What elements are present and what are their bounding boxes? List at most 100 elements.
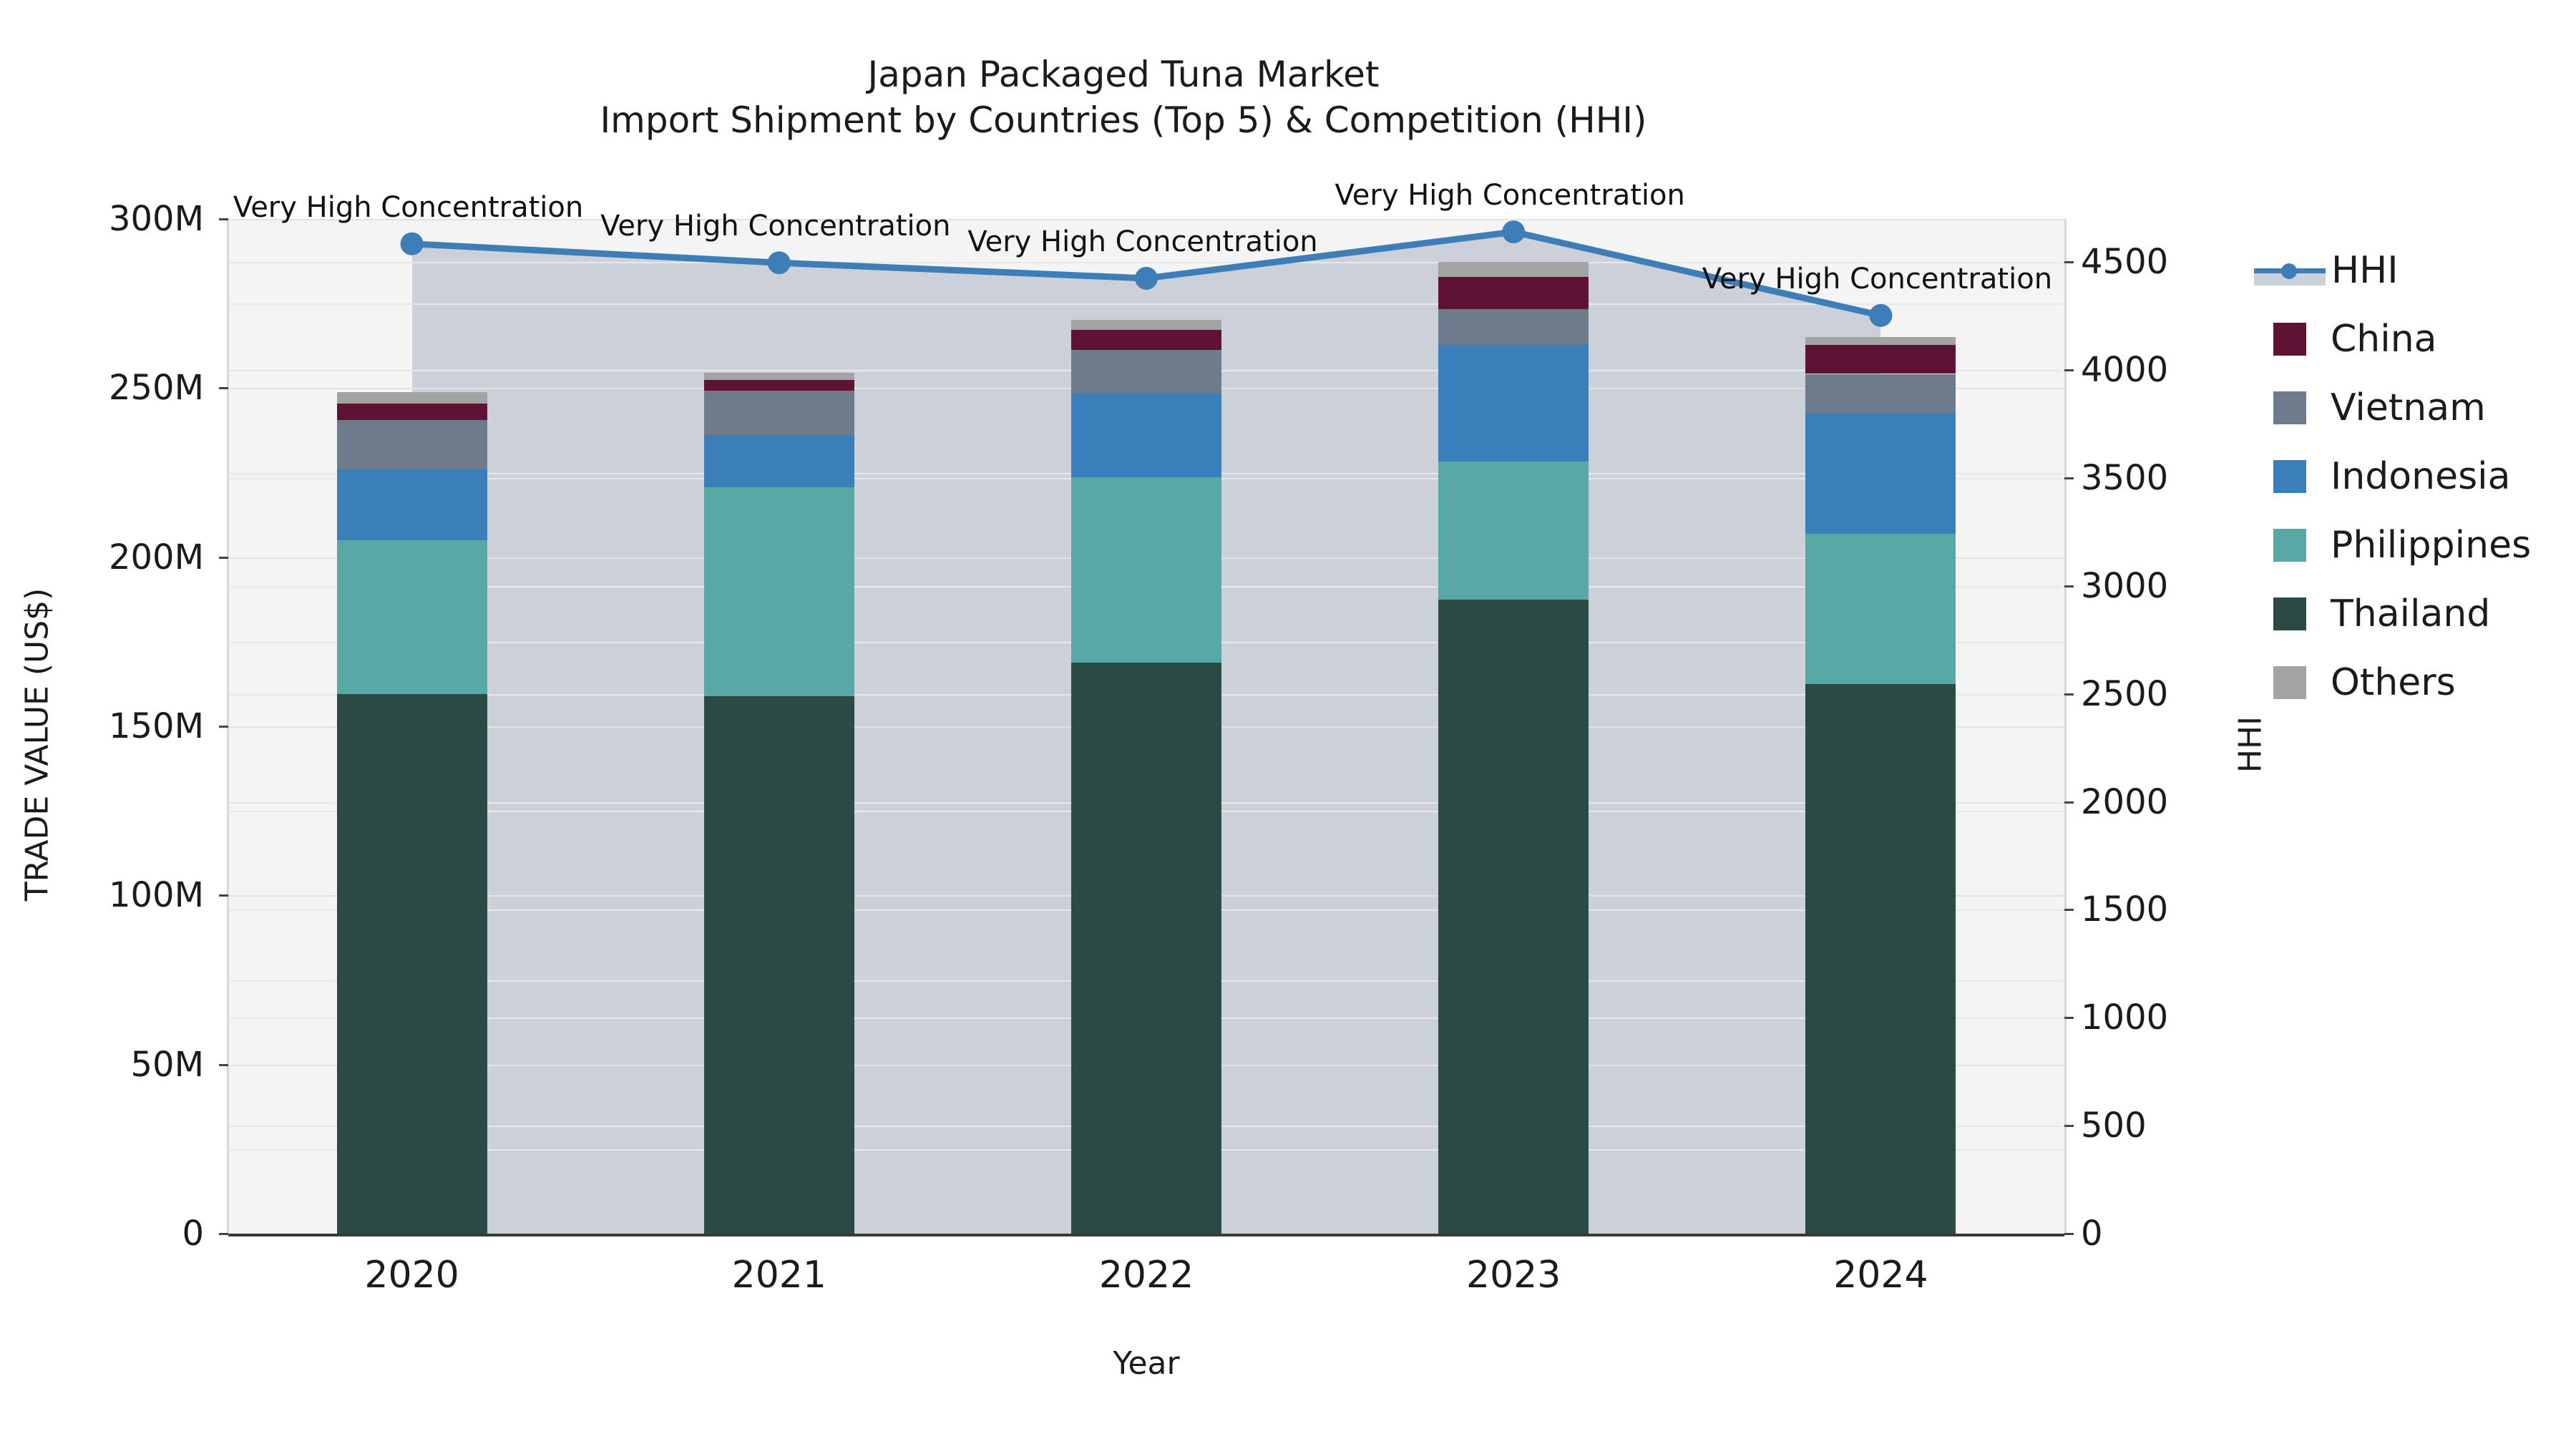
bar-segment-others-2020 xyxy=(336,392,487,404)
annotation-concentration-2022: Very High Concentration xyxy=(967,225,1318,258)
y-tick-left-label: 200M xyxy=(108,537,204,577)
bar-segment-vietnam-2022 xyxy=(1071,350,1221,394)
legend-swatch-indonesia-icon xyxy=(2273,460,2306,493)
annotation-concentration-2020: Very High Concentration xyxy=(233,190,584,224)
y-tick-left-mark xyxy=(219,556,228,559)
y-tick-right-mark xyxy=(2064,585,2074,587)
legend-item-philippines[interactable]: Philippines xyxy=(2254,511,2531,580)
legend-marker-dot xyxy=(2281,263,2297,279)
x-tick-label-2021: 2021 xyxy=(731,1254,826,1297)
y-tick-left-mark xyxy=(219,1063,228,1066)
y-tick-left-label: 300M xyxy=(108,199,204,239)
legend-item-china[interactable]: China xyxy=(2254,305,2531,374)
bar-segment-vietnam-2021 xyxy=(703,390,854,436)
y-tick-left-label: 50M xyxy=(130,1044,205,1085)
bar-segment-vietnam-2023 xyxy=(1438,309,1589,345)
y-tick-right-mark xyxy=(2064,1233,2074,1235)
legend-label-philippines: Philippines xyxy=(2331,524,2532,567)
y-tick-left-mark xyxy=(219,726,228,728)
bar-segment-vietnam-2024 xyxy=(1805,374,1956,414)
bar-segment-philippines-2022 xyxy=(1071,477,1221,663)
y-axis-left-title: TRADE VALUE (US$) xyxy=(19,587,56,902)
x-axis-title: Year xyxy=(1113,1345,1180,1382)
bar-segment-thailand-2022 xyxy=(1071,663,1221,1234)
y-tick-right-label: 3500 xyxy=(2081,458,2169,499)
y-tick-right-label: 1000 xyxy=(2081,997,2169,1038)
legend-label-indonesia: Indonesia xyxy=(2331,455,2511,498)
legend-label-china: China xyxy=(2331,318,2437,361)
y-tick-left-mark xyxy=(219,1233,228,1235)
bar-group-2022 xyxy=(1071,319,1221,1234)
legend-area-band xyxy=(2254,273,2326,286)
bar-segment-china-2023 xyxy=(1438,277,1589,310)
bar-segment-china-2021 xyxy=(703,379,854,391)
y-tick-right-mark xyxy=(2064,1125,2074,1128)
y-axis-right-line xyxy=(2064,219,2067,1234)
y-tick-right-mark xyxy=(2064,369,2074,372)
legend-swatch-others-icon xyxy=(2273,666,2306,699)
y-tick-right-mark xyxy=(2064,1017,2074,1020)
chart-title-line-1: Japan Packaged Tuna Market xyxy=(867,54,1380,95)
bar-segment-china-2024 xyxy=(1805,345,1956,374)
x-tick-label-2024: 2024 xyxy=(1833,1254,1928,1297)
legend-label-thailand: Thailand xyxy=(2331,592,2491,635)
bar-segment-others-2024 xyxy=(1805,336,1956,346)
x-tick-label-2022: 2022 xyxy=(1098,1254,1194,1297)
y-tick-left-label: 0 xyxy=(182,1214,204,1254)
bar-group-2023 xyxy=(1438,262,1589,1234)
legend-label-vietnam: Vietnam xyxy=(2331,386,2486,429)
y-tick-left-mark xyxy=(219,387,228,390)
legend-swatch-thailand-icon xyxy=(2273,597,2306,630)
annotation-concentration-2021: Very High Concentration xyxy=(600,210,951,243)
bar-segment-philippines-2020 xyxy=(336,540,487,695)
y-tick-right-label: 4000 xyxy=(2081,350,2169,391)
y-tick-right-mark xyxy=(2064,261,2074,264)
y-tick-left-label: 250M xyxy=(108,368,204,409)
y-tick-left-label: 150M xyxy=(108,706,204,746)
y-tick-right-mark xyxy=(2064,693,2074,696)
bar-segment-china-2022 xyxy=(1071,330,1221,351)
y-tick-right-label: 2500 xyxy=(2081,673,2169,714)
gridline xyxy=(228,219,2064,220)
y-tick-right-label: 1500 xyxy=(2081,889,2169,930)
x-tick-label-2020: 2020 xyxy=(364,1254,459,1297)
bar-segment-thailand-2023 xyxy=(1438,599,1589,1234)
legend-item-others[interactable]: Others xyxy=(2254,648,2531,717)
legend-item-vietnam[interactable]: Vietnam xyxy=(2254,374,2531,442)
bar-segment-philippines-2024 xyxy=(1805,534,1956,685)
bar-segment-vietnam-2020 xyxy=(336,420,487,469)
bar-segment-philippines-2023 xyxy=(1438,461,1589,600)
annotation-concentration-2023: Very High Concentration xyxy=(1335,179,1685,213)
gridline xyxy=(228,303,2064,306)
plot-area xyxy=(228,219,2064,1235)
legend: HHI China Vietnam Indonesia Philippines Thail… xyxy=(2254,236,2531,717)
bar-segment-thailand-2024 xyxy=(1805,684,1956,1234)
chart-title: Japan Packaged Tuna Market Import Shipme… xyxy=(0,52,2247,143)
legend-item-indonesia[interactable]: Indonesia xyxy=(2254,442,2531,511)
legend-label-others: Others xyxy=(2331,661,2456,704)
bar-segment-philippines-2021 xyxy=(703,487,854,697)
y-tick-left-label: 100M xyxy=(108,875,204,916)
bar-segment-thailand-2020 xyxy=(336,694,487,1234)
y-tick-right-label: 2000 xyxy=(2081,781,2169,822)
bar-segment-others-2023 xyxy=(1438,262,1589,278)
annotation-concentration-2024: Very High Concentration xyxy=(1702,262,2053,296)
bar-segment-indonesia-2023 xyxy=(1438,344,1589,462)
y-tick-right-mark xyxy=(2064,477,2074,480)
bar-segment-others-2022 xyxy=(1071,319,1221,331)
legend-item-thailand[interactable]: Thailand xyxy=(2254,580,2531,648)
bar-segment-indonesia-2024 xyxy=(1805,414,1956,535)
x-axis-line xyxy=(228,1234,2064,1236)
legend-item-hhi[interactable]: HHI xyxy=(2254,236,2531,305)
bar-group-2020 xyxy=(336,392,487,1234)
y-tick-right-mark xyxy=(2064,909,2074,912)
legend-swatch-china-icon xyxy=(2273,323,2306,356)
chart-title-line-2: Import Shipment by Countries (Top 5) & C… xyxy=(600,99,1647,141)
bar-segment-indonesia-2021 xyxy=(703,435,854,488)
legend-swatch-philippines-icon xyxy=(2273,529,2306,562)
x-tick-label-2023: 2023 xyxy=(1466,1254,1561,1297)
legend-line-swatch-icon xyxy=(2254,254,2326,287)
y-tick-left-mark xyxy=(219,218,228,220)
y-tick-right-label: 500 xyxy=(2081,1106,2147,1146)
